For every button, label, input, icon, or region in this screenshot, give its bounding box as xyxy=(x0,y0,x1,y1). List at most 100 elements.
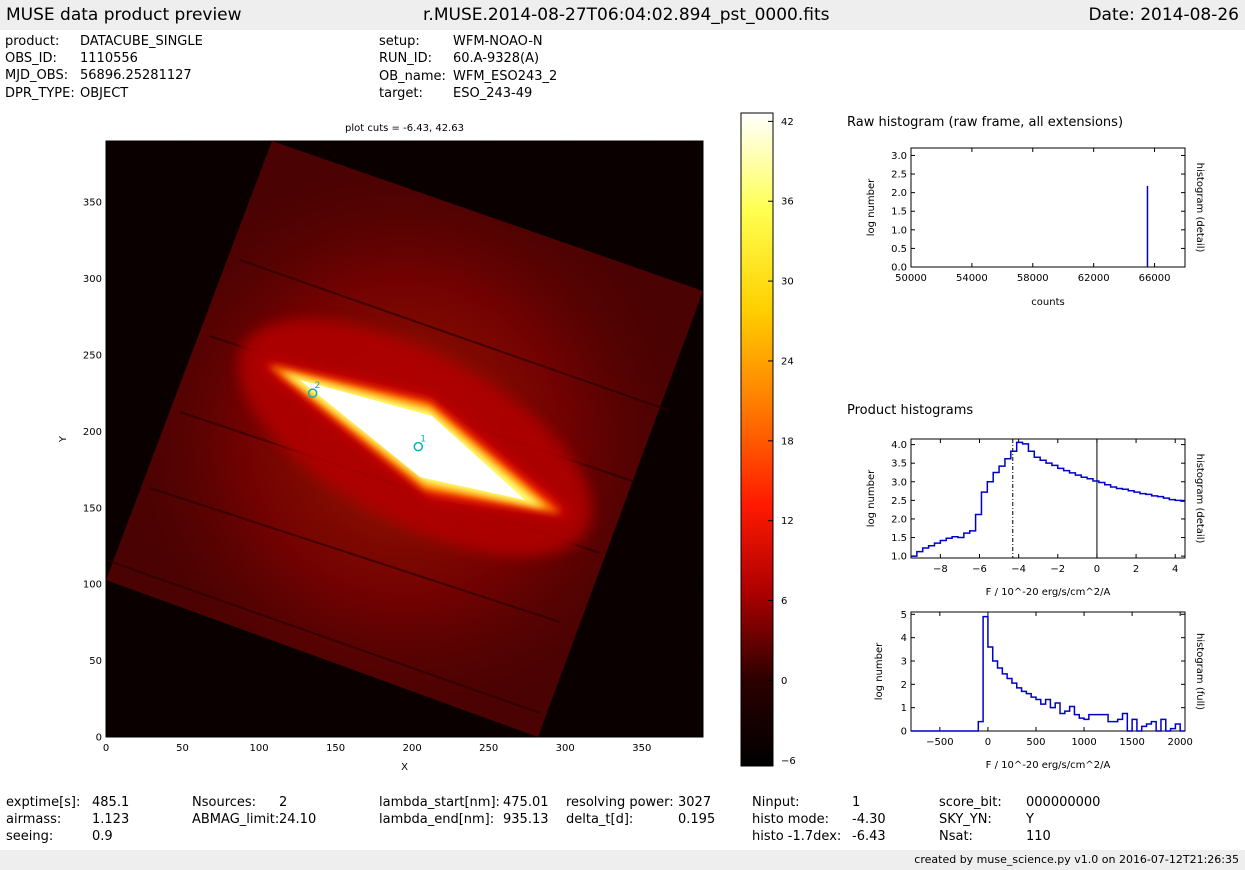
galaxy-core xyxy=(300,380,525,500)
axes-frame xyxy=(910,438,1186,559)
y-tick-label: 150 xyxy=(83,503,102,514)
file-name: r.MUSE.2014-08-27T06:04:02.894_pst_0000.… xyxy=(423,5,830,25)
info-key: OB_name: xyxy=(379,69,446,84)
source-label: 1 xyxy=(420,435,426,445)
y-tick-label: 3.0 xyxy=(891,151,907,162)
info-value: 60.A-9328(A) xyxy=(453,51,540,66)
colorbar-gradient xyxy=(740,112,774,767)
y-tick-label: 3.0 xyxy=(891,477,907,488)
x-tick-label: 250 xyxy=(479,743,498,754)
info-key: ABMAG_limit: xyxy=(192,812,280,827)
y-tick-label: 1.0 xyxy=(891,552,907,563)
colorbar-tick-label: 12 xyxy=(781,516,794,527)
y-tick-label: 100 xyxy=(83,580,102,591)
y-tick-label: 0 xyxy=(96,733,102,744)
x-tick-label: −6 xyxy=(972,564,987,575)
x-tick-label: 50 xyxy=(176,743,189,754)
y-axis-label: log number xyxy=(866,469,877,527)
colorbar-tick-label: 6 xyxy=(781,596,787,607)
y-axis-label: log number xyxy=(866,178,877,236)
footer-credit: created by muse_science.py v1.0 on 2016-… xyxy=(914,853,1239,866)
y-tick-label: 1.5 xyxy=(891,533,907,544)
x-tick-label: 200 xyxy=(403,743,422,754)
x-tick-label: 500 xyxy=(1026,737,1045,748)
info-value: 110 xyxy=(1026,829,1051,844)
info-value: 1110556 xyxy=(80,51,138,66)
histogram-detail-line xyxy=(911,441,1185,557)
right-axis-label: histogram (detail) xyxy=(1194,163,1205,253)
raw-histogram-title: Raw histogram (raw frame, all extensions… xyxy=(847,115,1124,130)
colorbar-tick-label: 42 xyxy=(781,117,794,128)
x-tick-label: 0 xyxy=(1094,564,1100,575)
image-content xyxy=(106,141,703,737)
x-tick-label: 58000 xyxy=(1017,273,1049,284)
info-value: ESO_243-49 xyxy=(453,86,533,101)
axes-frame xyxy=(910,611,1186,732)
x-tick-label: −8 xyxy=(933,564,948,575)
info-value: 1.123 xyxy=(92,812,130,827)
info-value: 24.10 xyxy=(279,812,317,827)
info-value: OBJECT xyxy=(80,86,129,101)
info-key: product: xyxy=(5,34,60,49)
info-key: Nsat: xyxy=(939,829,973,844)
info-value: 935.13 xyxy=(503,812,549,827)
header-bar xyxy=(0,0,1245,30)
info-value: 475.01 xyxy=(503,795,549,810)
source-marker xyxy=(413,441,424,452)
x-tick-label: 4 xyxy=(1172,564,1178,575)
source-marker xyxy=(307,388,318,398)
y-tick-label: 2.0 xyxy=(891,188,907,199)
info-value: 0.195 xyxy=(678,812,716,827)
image-title: plot cuts = -6.43, 42.63 xyxy=(345,123,464,134)
x-tick-label: −4 xyxy=(1011,564,1026,575)
info-value: 000000000 xyxy=(1026,795,1101,810)
x-tick-label: 350 xyxy=(632,743,651,754)
y-tick-label: 2 xyxy=(901,680,907,691)
info-key: OBS_ID: xyxy=(5,51,57,66)
info-value: 3027 xyxy=(678,795,712,810)
info-value: -4.30 xyxy=(852,812,886,827)
info-value: WFM-NOAO-N xyxy=(453,34,543,49)
x-tick-label: 150 xyxy=(326,743,345,754)
right-axis-label: histogram (full) xyxy=(1194,633,1205,710)
x-axis-label: X xyxy=(401,762,408,773)
colorbar-tick-label: 0 xyxy=(781,676,787,687)
x-tick-label: 54000 xyxy=(956,273,988,284)
y-tick-label: 300 xyxy=(83,274,102,285)
y-tick-label: 250 xyxy=(83,350,102,361)
info-key: target: xyxy=(379,86,423,101)
y-tick-label: 1 xyxy=(901,703,907,714)
y-tick-label: 1.0 xyxy=(891,225,907,236)
info-key: DPR_TYPE: xyxy=(5,86,75,101)
info-value: -6.43 xyxy=(852,829,886,844)
y-tick-label: 50 xyxy=(89,656,102,667)
info-value: WFM_ESO243_2 xyxy=(453,69,558,84)
y-axis-label: log number xyxy=(874,642,885,700)
info-key: delta_t[d]: xyxy=(566,812,634,827)
x-tick-label: 100 xyxy=(250,743,269,754)
colorbar-panel: 42 36 30 24 18 12 6 0 −6 xyxy=(740,112,796,767)
x-tick-label: 300 xyxy=(556,743,575,754)
info-key: resolving power: xyxy=(566,795,674,810)
x-tick-label: −500 xyxy=(926,737,953,748)
info-key: Nsources: xyxy=(192,795,257,810)
info-key: airmass: xyxy=(6,812,62,827)
info-value: DATACUBE_SINGLE xyxy=(80,34,203,49)
x-tick-label: 50000 xyxy=(895,273,927,284)
x-tick-label: 62000 xyxy=(1078,273,1110,284)
y-tick-label: 1.5 xyxy=(891,207,907,218)
x-tick-label: 0 xyxy=(985,737,991,748)
histogram-full-line xyxy=(911,615,1185,732)
info-key: setup: xyxy=(379,34,420,49)
x-tick-label: 0 xyxy=(103,743,109,754)
info-key: seeing: xyxy=(6,829,54,844)
y-tick-label: 3.5 xyxy=(891,459,907,470)
right-axis-label: histogram (detail) xyxy=(1194,454,1205,544)
colorbar-tick-label: 18 xyxy=(781,436,794,447)
info-value: 485.1 xyxy=(92,795,130,810)
axes-frame xyxy=(105,140,704,738)
product-histogram-detail-panel: −8 −6 −4 −2 0 2 4 1.0 1.5 2.0 2.5 3.0 3.5 4.0 F / 10^-… xyxy=(866,438,1205,598)
info-key: MJD_OBS: xyxy=(5,68,69,83)
page-title: MUSE data product preview xyxy=(6,5,242,25)
